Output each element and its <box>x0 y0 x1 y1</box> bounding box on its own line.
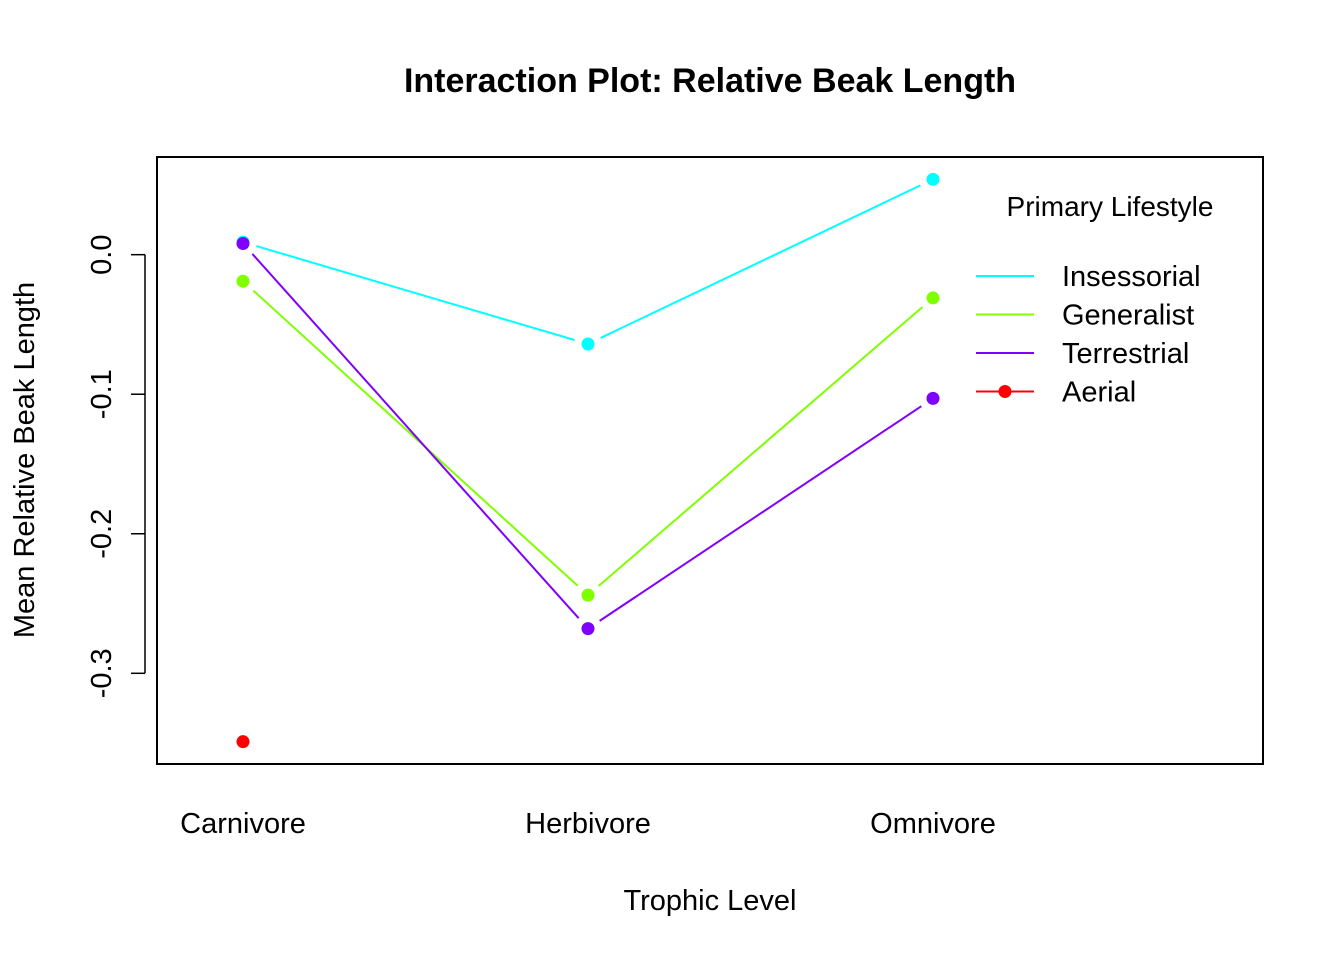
x-axis: Carnivore Herbivore Omnivore <box>180 808 996 840</box>
x-tick-label: Herbivore <box>525 808 651 840</box>
legend-label: Aerial <box>1062 377 1136 409</box>
data-point <box>926 172 940 186</box>
y-tick-label: -0.3 <box>86 648 118 698</box>
series-line-segment <box>251 253 580 619</box>
chart-title: Interaction Plot: Relative Beak Length <box>404 62 1016 100</box>
series-line-segment <box>599 405 922 622</box>
series-line-segment <box>597 306 924 587</box>
data-point <box>236 237 250 251</box>
y-tick-label: -0.1 <box>86 369 118 419</box>
y-tick-label: -0.2 <box>86 509 118 559</box>
legend-item: Insessorial <box>976 261 1201 293</box>
x-axis-label: Trophic Level <box>623 885 796 917</box>
legend-title: Primary Lifestyle <box>1007 191 1214 222</box>
series-aerial <box>236 735 250 749</box>
data-point <box>581 337 595 351</box>
plot-frame <box>156 156 1264 765</box>
y-axis: 0.0 -0.1 -0.2 -0.3 <box>86 235 146 698</box>
y-tick-label: 0.0 <box>86 235 118 275</box>
legend-item: Generalist <box>976 300 1194 332</box>
legend-marker <box>998 385 1012 398</box>
data-point <box>236 274 250 288</box>
data-point <box>236 735 250 749</box>
series-layer <box>236 172 940 749</box>
x-tick-label: Omnivore <box>870 808 996 840</box>
data-point <box>926 391 940 405</box>
data-point <box>926 291 940 305</box>
y-axis-label: Mean Relative Beak Length <box>9 282 41 638</box>
data-point <box>581 588 595 602</box>
x-tick-label: Carnivore <box>180 808 306 840</box>
legend: Primary Lifestyle Insessorial Generalist Te… <box>976 191 1213 409</box>
data-point <box>581 622 595 636</box>
legend-label: Terrestrial <box>1062 338 1189 370</box>
series-insessorial <box>236 172 940 351</box>
series-generalist <box>236 274 940 602</box>
legend-item: Aerial <box>976 377 1136 409</box>
series-line-segment <box>600 184 921 339</box>
series-line-segment <box>252 289 579 587</box>
legend-label: Generalist <box>1062 300 1194 332</box>
legend-label: Insessorial <box>1062 261 1201 293</box>
series-terrestrial <box>236 237 940 636</box>
series-line-segment <box>256 245 575 341</box>
legend-item: Terrestrial <box>976 338 1189 370</box>
